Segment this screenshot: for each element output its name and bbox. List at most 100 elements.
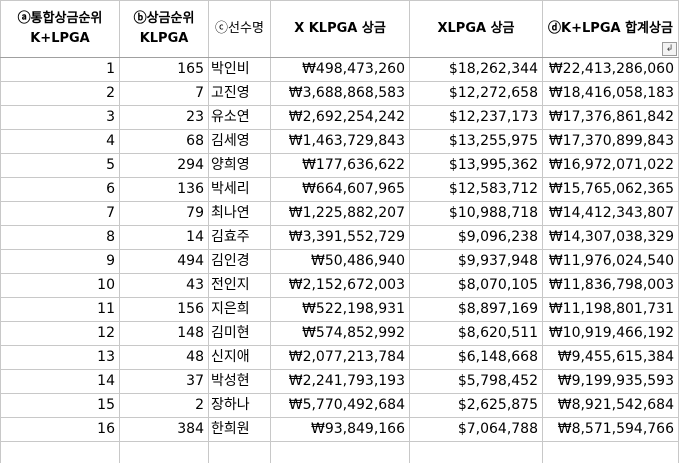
cell-total-rank[interactable]: 4	[0, 129, 120, 154]
empty-cell[interactable]	[0, 441, 120, 463]
cell-player-name[interactable]: 전인지	[208, 273, 271, 298]
cell-total-rank[interactable]: 13	[0, 345, 120, 370]
header-total-prize[interactable]: ⓓK+LPGA 합계상금 ↲	[542, 0, 679, 58]
cell-total-rank[interactable]: 8	[0, 225, 120, 250]
cell-lpga-prize[interactable]: $5,798,452	[409, 369, 543, 394]
cell-klpga-prize[interactable]: ₩664,607,965	[270, 177, 410, 202]
cell-lpga-prize[interactable]: $10,988,718	[409, 201, 543, 226]
cell-klpga-rank[interactable]: 14	[119, 225, 209, 250]
cell-total-prize[interactable]: ₩17,370,899,843	[542, 129, 679, 154]
cell-klpga-prize[interactable]: ₩498,473,260	[270, 57, 410, 82]
cell-player-name[interactable]: 지은희	[208, 297, 271, 322]
cell-total-prize[interactable]: ₩9,455,615,384	[542, 345, 679, 370]
cell-klpga-prize[interactable]: ₩3,391,552,729	[270, 225, 410, 250]
cell-total-prize[interactable]: ₩11,198,801,731	[542, 297, 679, 322]
cell-klpga-rank[interactable]: 79	[119, 201, 209, 226]
cell-player-name[interactable]: 김미현	[208, 321, 271, 346]
empty-cell[interactable]	[270, 441, 410, 463]
cell-total-prize[interactable]: ₩14,307,038,329	[542, 225, 679, 250]
cell-klpga-rank[interactable]: 68	[119, 129, 209, 154]
cell-lpga-prize[interactable]: $8,620,511	[409, 321, 543, 346]
empty-cell[interactable]	[542, 441, 679, 463]
cell-klpga-rank[interactable]: 7	[119, 81, 209, 106]
cell-player-name[interactable]: 신지애	[208, 345, 271, 370]
cell-player-name[interactable]: 박인비	[208, 57, 271, 82]
cell-klpga-prize[interactable]: ₩93,849,166	[270, 417, 410, 442]
header-klpga-rank[interactable]: ⓑ상금순위 KLPGA	[119, 0, 209, 58]
cell-total-rank[interactable]: 14	[0, 369, 120, 394]
cell-total-prize[interactable]: ₩17,376,861,842	[542, 105, 679, 130]
cell-total-rank[interactable]: 1	[0, 57, 120, 82]
cell-player-name[interactable]: 최나연	[208, 201, 271, 226]
cell-lpga-prize[interactable]: $12,583,712	[409, 177, 543, 202]
cell-total-rank[interactable]: 6	[0, 177, 120, 202]
cell-player-name[interactable]: 한희원	[208, 417, 271, 442]
header-lpga-prize[interactable]: XLPGA 상금	[409, 0, 543, 58]
cell-player-name[interactable]: 양희영	[208, 153, 271, 178]
cell-total-rank[interactable]: 16	[0, 417, 120, 442]
cell-total-prize[interactable]: ₩14,412,343,807	[542, 201, 679, 226]
cell-player-name[interactable]: 김인경	[208, 249, 271, 274]
cell-klpga-prize[interactable]: ₩2,692,254,242	[270, 105, 410, 130]
cell-player-name[interactable]: 박세리	[208, 177, 271, 202]
cell-total-rank[interactable]: 15	[0, 393, 120, 418]
cell-klpga-rank[interactable]: 156	[119, 297, 209, 322]
cell-total-rank[interactable]: 5	[0, 153, 120, 178]
empty-cell[interactable]	[409, 441, 543, 463]
header-player-name[interactable]: ⓒ선수명	[208, 0, 271, 58]
cell-klpga-prize[interactable]: ₩522,198,931	[270, 297, 410, 322]
cell-lpga-prize[interactable]: $12,272,658	[409, 81, 543, 106]
cell-klpga-rank[interactable]: 136	[119, 177, 209, 202]
cell-total-rank[interactable]: 9	[0, 249, 120, 274]
cell-total-prize[interactable]: ₩18,416,058,183	[542, 81, 679, 106]
cell-klpga-rank[interactable]: 148	[119, 321, 209, 346]
cell-total-rank[interactable]: 7	[0, 201, 120, 226]
cell-lpga-prize[interactable]: $12,237,173	[409, 105, 543, 130]
cell-klpga-rank[interactable]: 48	[119, 345, 209, 370]
cell-klpga-prize[interactable]: ₩574,852,992	[270, 321, 410, 346]
cell-klpga-prize[interactable]: ₩50,486,940	[270, 249, 410, 274]
cell-player-name[interactable]: 김세영	[208, 129, 271, 154]
cell-klpga-prize[interactable]: ₩2,077,213,784	[270, 345, 410, 370]
cell-klpga-rank[interactable]: 294	[119, 153, 209, 178]
header-total-rank[interactable]: ⓐ통합상금순위 K+LPGA	[0, 0, 120, 58]
cell-lpga-prize[interactable]: $18,262,344	[409, 57, 543, 82]
cell-lpga-prize[interactable]: $7,064,788	[409, 417, 543, 442]
cell-klpga-prize[interactable]: ₩2,152,672,003	[270, 273, 410, 298]
empty-cell[interactable]	[208, 441, 271, 463]
cell-klpga-rank[interactable]: 37	[119, 369, 209, 394]
cell-lpga-prize[interactable]: $9,937,948	[409, 249, 543, 274]
cell-player-name[interactable]: 장하나	[208, 393, 271, 418]
cell-klpga-rank[interactable]: 2	[119, 393, 209, 418]
cell-klpga-rank[interactable]: 43	[119, 273, 209, 298]
cell-total-prize[interactable]: ₩15,765,062,365	[542, 177, 679, 202]
cell-klpga-prize[interactable]: ₩1,225,882,207	[270, 201, 410, 226]
filter-dropdown-icon[interactable]: ↲	[662, 42, 677, 56]
empty-cell[interactable]	[119, 441, 209, 463]
cell-lpga-prize[interactable]: $13,255,975	[409, 129, 543, 154]
header-klpga-prize[interactable]: X KLPGA 상금	[270, 0, 410, 58]
cell-total-prize[interactable]: ₩8,571,594,766	[542, 417, 679, 442]
cell-total-prize[interactable]: ₩16,972,071,022	[542, 153, 679, 178]
cell-total-rank[interactable]: 3	[0, 105, 120, 130]
cell-total-rank[interactable]: 12	[0, 321, 120, 346]
cell-total-prize[interactable]: ₩10,919,466,192	[542, 321, 679, 346]
cell-lpga-prize[interactable]: $9,096,238	[409, 225, 543, 250]
cell-total-rank[interactable]: 11	[0, 297, 120, 322]
cell-player-name[interactable]: 박성현	[208, 369, 271, 394]
cell-total-prize[interactable]: ₩8,921,542,684	[542, 393, 679, 418]
cell-player-name[interactable]: 김효주	[208, 225, 271, 250]
cell-klpga-rank[interactable]: 165	[119, 57, 209, 82]
cell-klpga-prize[interactable]: ₩177,636,622	[270, 153, 410, 178]
cell-total-prize[interactable]: ₩11,836,798,003	[542, 273, 679, 298]
cell-klpga-prize[interactable]: ₩1,463,729,843	[270, 129, 410, 154]
cell-total-prize[interactable]: ₩9,199,935,593	[542, 369, 679, 394]
cell-player-name[interactable]: 고진영	[208, 81, 271, 106]
cell-klpga-rank[interactable]: 384	[119, 417, 209, 442]
cell-lpga-prize[interactable]: $8,070,105	[409, 273, 543, 298]
cell-klpga-prize[interactable]: ₩5,770,492,684	[270, 393, 410, 418]
cell-total-rank[interactable]: 10	[0, 273, 120, 298]
cell-klpga-rank[interactable]: 23	[119, 105, 209, 130]
cell-total-rank[interactable]: 2	[0, 81, 120, 106]
cell-player-name[interactable]: 유소연	[208, 105, 271, 130]
